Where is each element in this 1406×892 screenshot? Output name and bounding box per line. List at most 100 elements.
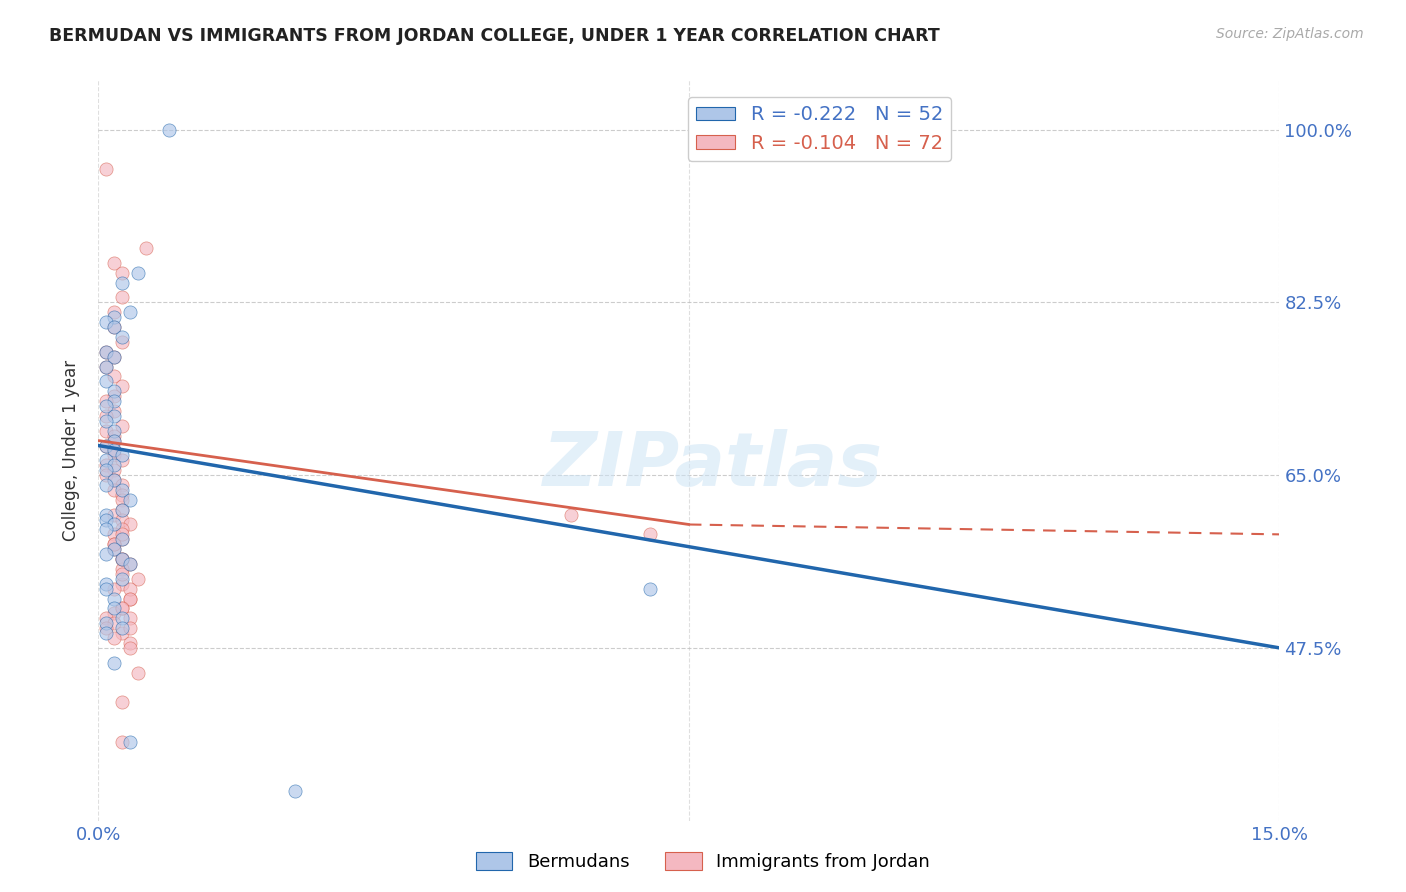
Point <box>103 607 125 621</box>
Point <box>96 508 118 522</box>
Point <box>103 517 125 532</box>
Point <box>638 582 661 596</box>
Point <box>96 409 118 423</box>
Point <box>96 468 118 483</box>
Point <box>127 266 149 280</box>
Point <box>96 582 118 596</box>
Point <box>135 241 157 255</box>
Point <box>103 527 125 541</box>
Point <box>103 424 125 438</box>
Point <box>103 409 125 423</box>
Point <box>103 320 125 334</box>
Point <box>96 375 118 389</box>
Point <box>103 582 125 596</box>
Point <box>111 483 134 497</box>
Point <box>103 542 125 557</box>
Point <box>103 369 125 384</box>
Point <box>111 527 134 541</box>
Point <box>111 611 134 625</box>
Point <box>111 449 134 463</box>
Point <box>638 527 661 541</box>
Point <box>118 636 141 650</box>
Text: BERMUDAN VS IMMIGRANTS FROM JORDAN COLLEGE, UNDER 1 YEAR CORRELATION CHART: BERMUDAN VS IMMIGRANTS FROM JORDAN COLLE… <box>49 27 941 45</box>
Point <box>96 621 118 635</box>
Point <box>96 611 118 625</box>
Point <box>157 122 180 136</box>
Point <box>111 533 134 547</box>
Point <box>111 266 134 280</box>
Point <box>96 162 118 177</box>
Point <box>103 542 125 557</box>
Point <box>103 601 125 615</box>
Point <box>96 414 118 428</box>
Point <box>103 389 125 403</box>
Point <box>103 591 125 606</box>
Legend: Bermudans, Immigrants from Jordan: Bermudans, Immigrants from Jordan <box>470 845 936 879</box>
Point <box>111 621 134 635</box>
Point <box>118 582 141 596</box>
Point <box>111 488 134 502</box>
Point <box>111 453 134 467</box>
Point <box>118 640 141 655</box>
Point <box>96 512 118 526</box>
Point <box>118 492 141 507</box>
Point <box>118 557 141 571</box>
Point <box>111 562 134 576</box>
Point <box>111 502 134 516</box>
Point <box>111 512 134 526</box>
Point <box>111 418 134 433</box>
Point <box>103 443 125 458</box>
Point <box>96 478 118 492</box>
Point <box>96 359 118 374</box>
Point <box>96 438 118 452</box>
Point <box>96 344 118 359</box>
Point <box>96 453 118 467</box>
Point <box>96 424 118 438</box>
Point <box>103 473 125 487</box>
Point <box>103 473 125 487</box>
Point <box>96 626 118 640</box>
Point <box>118 611 141 625</box>
Point <box>103 350 125 364</box>
Point <box>96 394 118 409</box>
Point <box>96 399 118 413</box>
Point <box>111 290 134 304</box>
Point <box>96 463 118 477</box>
Point <box>111 552 134 566</box>
Point <box>111 601 134 615</box>
Point <box>111 626 134 640</box>
Point <box>103 384 125 399</box>
Point <box>111 492 134 507</box>
Point <box>111 276 134 290</box>
Point <box>96 315 118 329</box>
Point <box>284 784 307 798</box>
Point <box>111 566 134 581</box>
Point <box>103 305 125 319</box>
Point <box>103 449 125 463</box>
Point <box>103 616 125 631</box>
Point <box>118 305 141 319</box>
Text: ZIPatlas: ZIPatlas <box>543 429 883 502</box>
Point <box>103 537 125 551</box>
Point <box>96 359 118 374</box>
Text: Source: ZipAtlas.com: Source: ZipAtlas.com <box>1216 27 1364 41</box>
Point <box>127 665 149 680</box>
Point <box>103 656 125 670</box>
Point <box>103 434 125 448</box>
Point <box>560 508 582 522</box>
Point <box>96 576 118 591</box>
Point <box>103 404 125 418</box>
Point <box>103 320 125 334</box>
Point <box>111 695 134 709</box>
Point <box>103 463 125 477</box>
Point <box>103 483 125 497</box>
Point <box>103 434 125 448</box>
Point <box>103 537 125 551</box>
Y-axis label: College, Under 1 year: College, Under 1 year <box>62 359 80 541</box>
Point <box>103 631 125 645</box>
Point <box>127 572 149 586</box>
Point <box>111 576 134 591</box>
Point <box>96 547 118 561</box>
Point <box>103 443 125 458</box>
Point <box>118 621 141 635</box>
